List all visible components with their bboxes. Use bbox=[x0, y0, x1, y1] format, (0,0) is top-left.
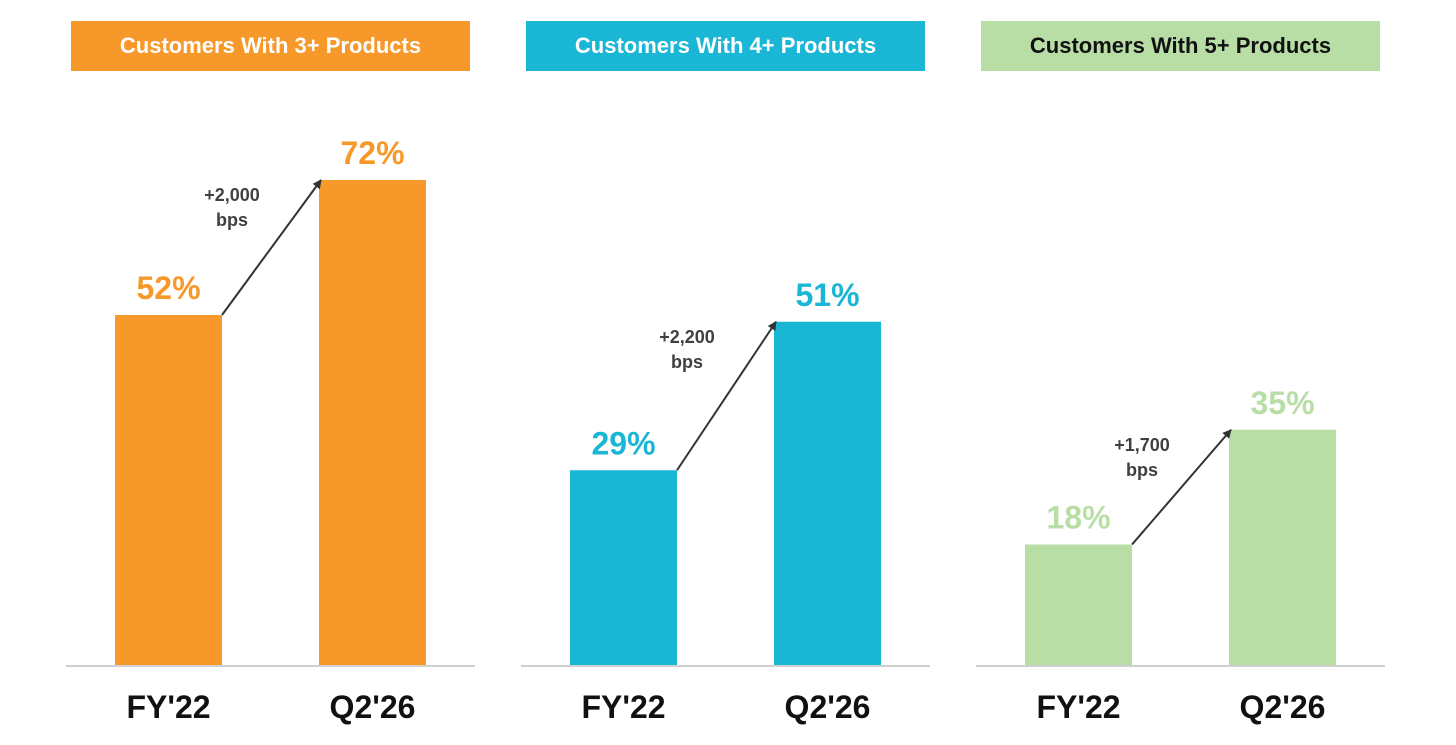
growth-annotation: +2,000 bbox=[204, 185, 260, 205]
category-label: Q2'26 bbox=[330, 689, 416, 725]
chart-panel-3: Customers With 5+ Products 18% FY'22 35% Q2… bbox=[976, 0, 1386, 745]
value-label: 72% bbox=[340, 135, 404, 171]
bar-fy22 bbox=[1025, 544, 1132, 666]
chart-plot-3: 18% FY'22 35% Q2'26 +1,700 bps bbox=[976, 385, 1385, 725]
growth-arrow bbox=[1131, 429, 1232, 546]
category-label: FY'22 bbox=[1036, 689, 1120, 725]
bar-q226 bbox=[319, 180, 426, 666]
category-label: Q2'26 bbox=[1240, 689, 1326, 725]
bar-q226 bbox=[774, 321, 881, 666]
value-label: 35% bbox=[1250, 385, 1314, 421]
growth-annotation: bps bbox=[216, 210, 248, 230]
bar-q226 bbox=[1229, 429, 1336, 666]
category-label: FY'22 bbox=[126, 689, 210, 725]
chart-panel-1: Customers With 3+ Products 52% FY'22 72% Q2… bbox=[66, 0, 476, 745]
growth-annotation: +2,200 bbox=[659, 327, 715, 347]
growth-annotation: +1,700 bbox=[1114, 435, 1170, 455]
value-label: 18% bbox=[1046, 500, 1110, 536]
category-label: Q2'26 bbox=[785, 689, 871, 725]
chart-title-1: Customers With 3+ Products bbox=[71, 21, 470, 71]
value-label: 29% bbox=[591, 425, 655, 461]
chart-title-2: Customers With 4+ Products bbox=[526, 21, 925, 71]
value-label: 51% bbox=[795, 277, 859, 313]
bar-fy22 bbox=[115, 315, 222, 666]
growth-arrow bbox=[676, 321, 777, 471]
value-label: 52% bbox=[136, 270, 200, 306]
growth-annotation: bps bbox=[671, 352, 703, 372]
chart-plot-1: 52% FY'22 72% Q2'26 +2,000 bps bbox=[66, 135, 475, 725]
category-label: FY'22 bbox=[581, 689, 665, 725]
chart-panel-2: Customers With 4+ Products 29% FY'22 51% Q2… bbox=[521, 0, 931, 745]
growth-annotation: bps bbox=[1126, 460, 1158, 480]
chart-plot-2: 29% FY'22 51% Q2'26 +2,200 bps bbox=[521, 277, 930, 725]
bar-fy22 bbox=[570, 470, 677, 666]
chart-title-3: Customers With 5+ Products bbox=[981, 21, 1380, 71]
growth-arrow bbox=[221, 179, 322, 316]
